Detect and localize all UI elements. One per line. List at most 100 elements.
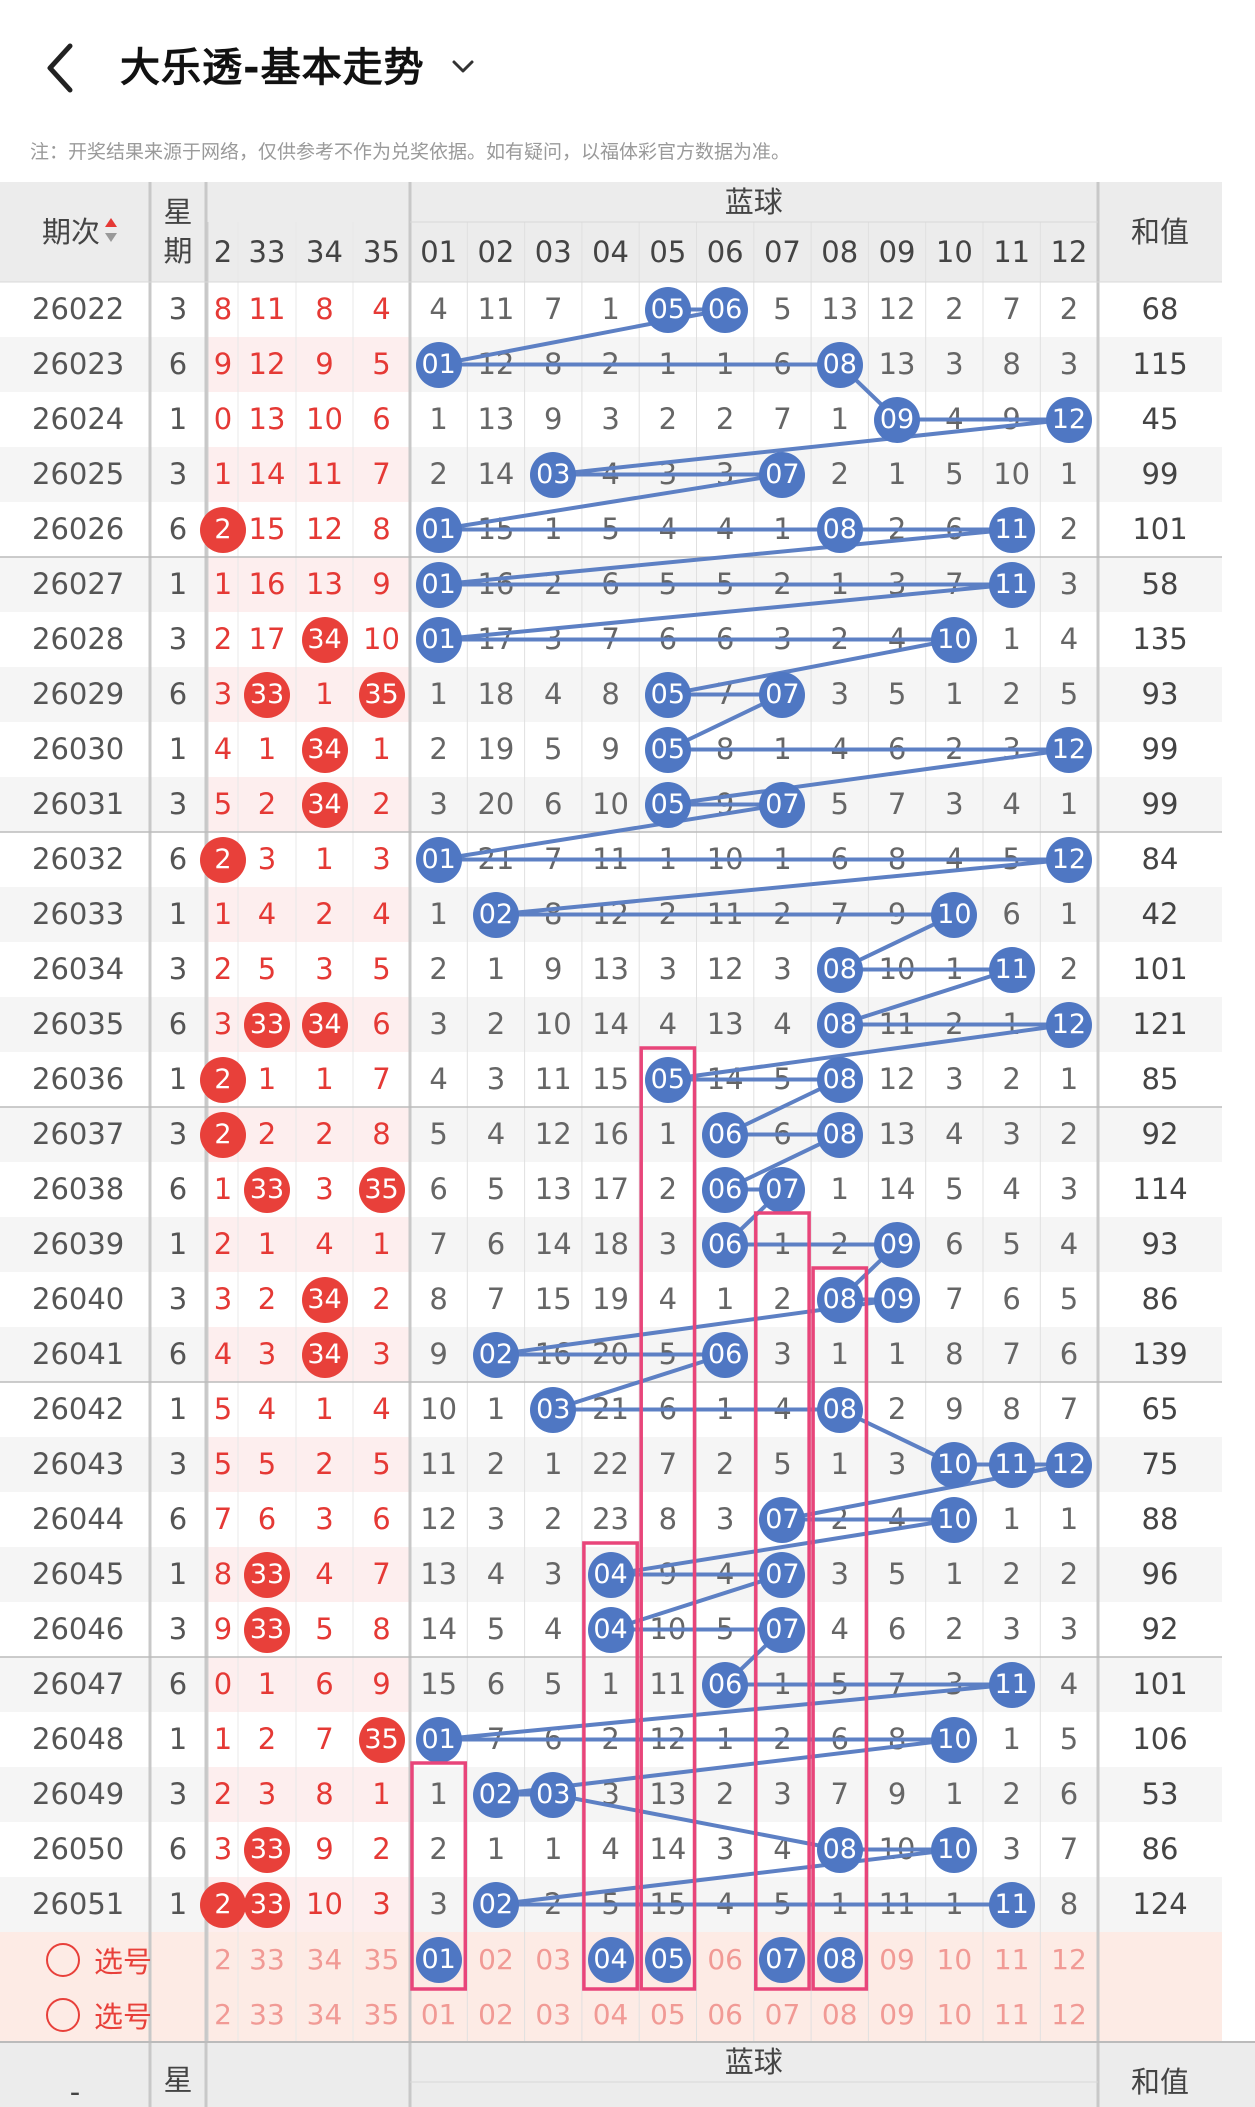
sort-icon[interactable] (104, 216, 118, 249)
period-cell: 26043 (32, 1447, 125, 1481)
front-miss-cell: 4 (372, 292, 391, 326)
week-cell: 3 (168, 787, 188, 821)
blue-picker-number[interactable]: 06 (707, 1942, 743, 1976)
blue-group-header-repeat: 蓝球 (724, 2044, 783, 2079)
front-miss-cell: 5 (372, 347, 391, 381)
sum-cell: 106 (1132, 1722, 1188, 1756)
front-ball: 34 (301, 1001, 348, 1048)
blue-picker-number[interactable]: 07 (764, 1997, 801, 2031)
front-picker-number[interactable]: 2 (214, 1942, 232, 1976)
front-ball: 35 (358, 671, 405, 718)
front-miss-cell: 3 (315, 1502, 334, 1536)
period-cell: 26024 (32, 402, 125, 436)
week-cell: 6 (168, 1667, 188, 1701)
front-picker-number[interactable]: 33 (249, 1942, 285, 1976)
front-ball: 33 (244, 1606, 290, 1653)
sum-cell: 93 (1141, 677, 1179, 711)
selected-blue-ball: 01 (415, 1936, 462, 1983)
front-miss-cell: 6 (372, 402, 391, 436)
sum-cell: 139 (1132, 1337, 1188, 1371)
chevron-down-icon[interactable] (448, 52, 478, 82)
week-cell: 3 (168, 952, 188, 986)
front-miss-cell: 4 (257, 897, 277, 931)
blue-column-header: 02 (477, 234, 515, 269)
blue-column-header: 06 (706, 234, 744, 269)
front-miss-cell: 9 (315, 1832, 334, 1866)
blue-picker-number[interactable]: 11 (993, 1942, 1030, 1976)
trend-chart: 期次星期蓝球 2 33 34 35 01 02 03 04 05 06 07 08 09 10 11 12 和值 2… (0, 182, 1255, 2107)
front-picker-number[interactable]: 33 (249, 1997, 285, 2031)
front-miss-cell: 2 (213, 952, 233, 986)
blue-ball: 10 (931, 1496, 978, 1543)
week-cell: 1 (168, 732, 188, 766)
disclaimer-text: 注：开奖结果来源于网络，仅供参考不作为兑奖依据。如有疑问，以福体彩官方数据为准。 (30, 141, 791, 163)
blue-ball: 07 (759, 1606, 806, 1653)
blue-picker-number[interactable]: 10 (936, 1997, 973, 2031)
week-cell: 3 (168, 622, 188, 656)
blue-picker-number[interactable]: 05 (650, 1997, 686, 2031)
blue-ball: 05 (644, 286, 691, 333)
blue-picker-number[interactable]: 12 (1051, 1997, 1087, 2031)
front-ball: 2 (200, 836, 246, 883)
blue-ball: 06 (702, 1111, 749, 1158)
blue-ball: 05 (644, 726, 691, 773)
blue-ball: 08 (816, 506, 863, 553)
front-miss-cell: 8 (372, 1117, 391, 1151)
blue-picker-number[interactable]: 01 (420, 1997, 457, 2031)
front-picker-number[interactable]: 34 (306, 1997, 343, 2031)
sum-cell: 84 (1141, 842, 1179, 876)
front-miss-cell: 2 (372, 1282, 391, 1316)
blue-picker-number[interactable]: 12 (1051, 1942, 1087, 1976)
blue-picker-number[interactable]: 02 (478, 1997, 514, 2031)
week-cell: 1 (168, 1887, 188, 1921)
front-miss-cell: 2 (372, 1832, 391, 1866)
blue-column-header: 09 (878, 234, 916, 269)
front-miss-cell: 8 (372, 1612, 391, 1646)
front-miss-cell: 1 (315, 842, 334, 876)
front-miss-cell: 2 (257, 1117, 277, 1151)
front-miss-cell: 7 (315, 1722, 334, 1756)
blue-picker-number[interactable]: 11 (993, 1997, 1030, 2031)
front-picker-number[interactable]: 35 (363, 1942, 400, 1976)
front-stripe (208, 1437, 410, 1492)
page-title[interactable]: 大乐透-基本走势 (120, 45, 425, 91)
front-picker-number[interactable]: 34 (306, 1942, 343, 1976)
front-ball: 33 (244, 1826, 290, 1873)
blue-picker-number[interactable]: 10 (936, 1942, 973, 1976)
blue-picker-number[interactable]: 03 (535, 1942, 572, 1976)
blue-picker-number[interactable]: 04 (592, 1997, 629, 2031)
period-cell: 26025 (32, 457, 125, 491)
week-column-header: 星期 (150, 182, 206, 282)
select-number-button[interactable]: 选号 (46, 1932, 152, 1987)
blue-picker-number[interactable]: 09 (879, 1942, 915, 1976)
blue-ball: 01 (415, 506, 462, 553)
front-miss-cell: 10 (306, 402, 343, 436)
blue-picker-number[interactable]: 02 (478, 1942, 514, 1976)
blue-picker-number[interactable]: 08 (821, 1997, 858, 2031)
blue-ball: 10 (931, 1716, 978, 1763)
footer-header-bg (0, 2042, 1255, 2107)
blue-picker-number[interactable]: 09 (879, 1997, 915, 2031)
front-miss-cell: 10 (363, 622, 400, 656)
back-icon[interactable] (40, 38, 80, 98)
week-cell: 6 (168, 512, 188, 546)
front-picker-number[interactable]: 35 (363, 1997, 400, 2031)
front-miss-cell: 3 (372, 1887, 391, 1921)
blue-picker-number[interactable]: 06 (707, 1997, 743, 2031)
front-miss-cell: 2 (257, 787, 277, 821)
blue-column-header: 08 (821, 234, 859, 269)
front-miss-cell: 1 (213, 567, 233, 601)
front-miss-cell: 9 (213, 347, 233, 381)
period-cell: 26030 (32, 732, 125, 766)
select-number-button[interactable]: 选号 (46, 1987, 152, 2042)
period-cell: 26027 (32, 567, 125, 601)
period-column-header[interactable]: 期次 (0, 182, 150, 282)
front-miss-cell: 3 (257, 1337, 277, 1371)
blue-picker-number[interactable]: 03 (535, 1997, 572, 2031)
period-cell: 26049 (32, 1777, 125, 1811)
blue-ball: 09 (874, 1221, 921, 1268)
front-miss-cell: 14 (248, 457, 286, 491)
blue-ball: 05 (644, 671, 691, 718)
week-column-header-repeat: 星 (163, 2062, 193, 2097)
front-picker-number[interactable]: 2 (214, 1997, 232, 2031)
